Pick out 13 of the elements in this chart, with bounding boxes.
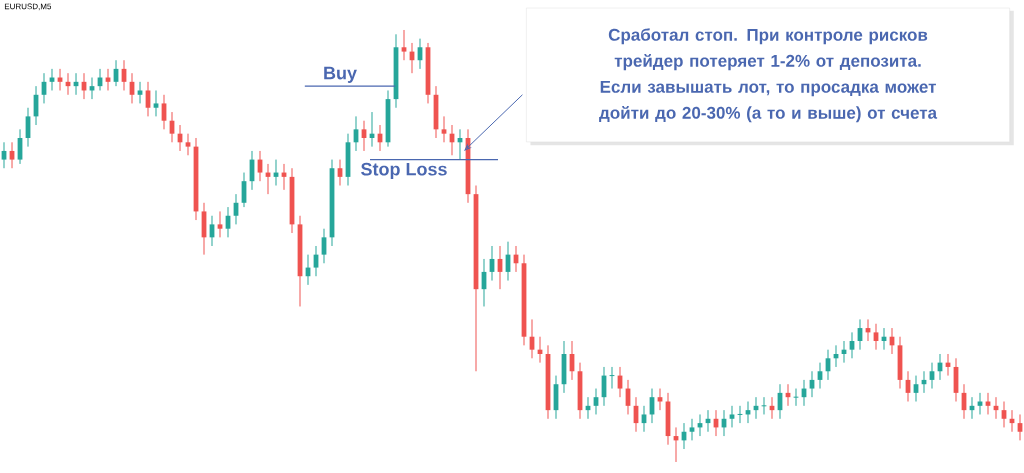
candlestick bbox=[441, 115, 447, 143]
candlestick bbox=[401, 29, 407, 61]
annotation: Сработал стоп. При контроле рисков трейдер потеряет 1-2% от депозита. Если завышать лот, то просадка может дойти до 20-30% (а то и выше) от счета bbox=[599, 28, 938, 123]
chart-title: EURUSD,M5 bbox=[4, 3, 52, 11]
candlestick bbox=[137, 81, 143, 104]
ref-line-label: Stop Loss bbox=[361, 162, 447, 180]
candlestick bbox=[153, 89, 159, 117]
candlestick bbox=[657, 388, 663, 411]
candlestick bbox=[729, 405, 735, 428]
candlestick bbox=[217, 210, 223, 238]
ref-line-label: Buy bbox=[324, 66, 357, 83]
candlestick bbox=[689, 418, 695, 441]
candlestick bbox=[185, 133, 191, 156]
